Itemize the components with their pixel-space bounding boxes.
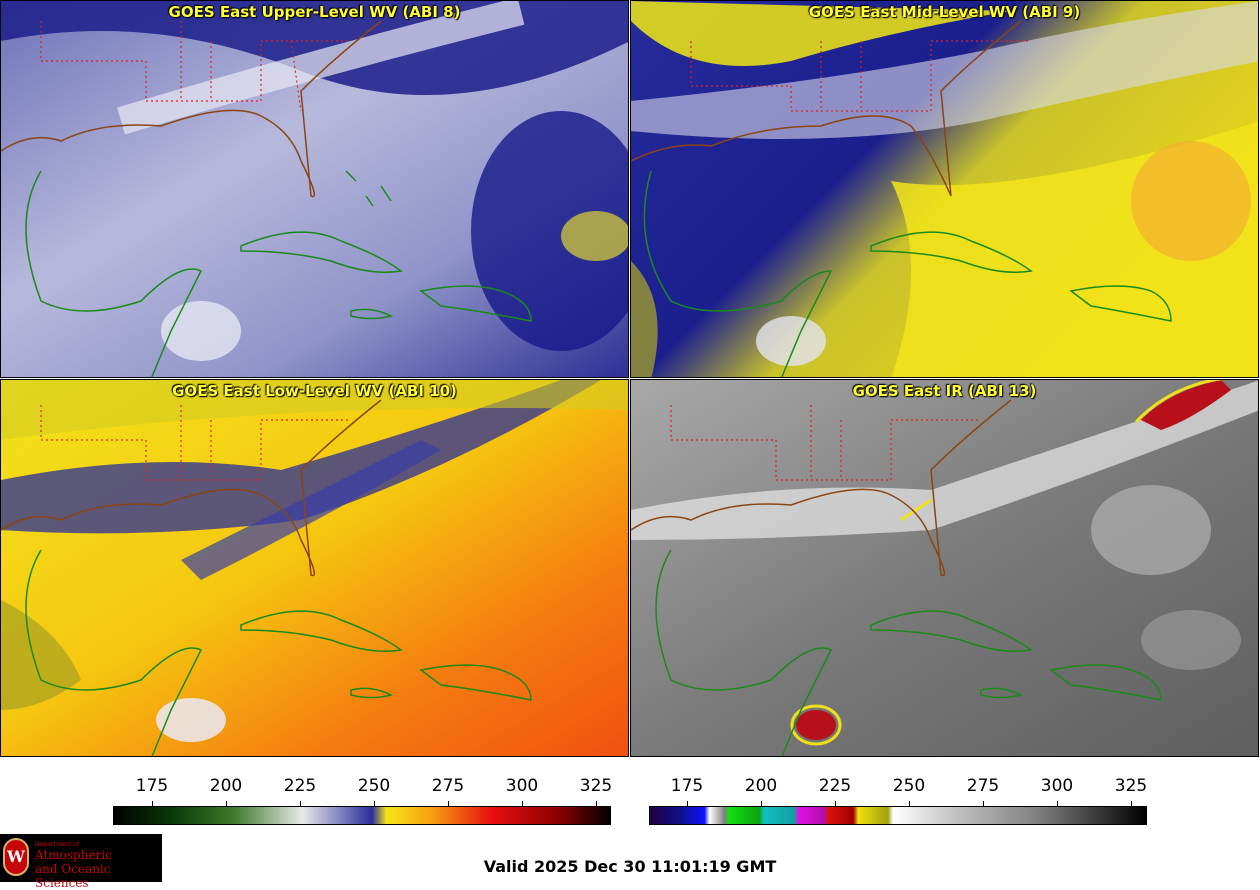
ir-image: [631, 380, 1258, 756]
wv-tick-label: 300: [505, 776, 539, 796]
low-wv-image: [1, 380, 628, 756]
valid-time: Valid 2025 Dec 30 11:01:19 GMT: [483, 857, 777, 876]
panel-title: GOES East Upper-Level WV (ABI 8): [168, 3, 461, 21]
wv-tick-label: 225: [283, 776, 317, 796]
ir-tick-label: 225: [818, 776, 852, 796]
panel-ir: GOES East IR (ABI 13): [630, 379, 1259, 757]
panel-title: GOES East Mid-Level WV (ABI 9): [808, 3, 1081, 21]
ir-tick-label: 200: [744, 776, 778, 796]
uw-seal-icon: W: [3, 838, 29, 876]
ir-colorbar-gradient: [649, 806, 1147, 825]
logo-dept-line: Department of: [35, 841, 79, 848]
ir-tick-label: 275: [966, 776, 1000, 796]
wv-tick-label: 275: [431, 776, 465, 796]
mid-wv-image: [631, 1, 1258, 377]
panel-title: GOES East Low-Level WV (ABI 10): [172, 382, 457, 400]
panel-title: GOES East IR (ABI 13): [852, 382, 1037, 400]
wv-tick-label: 175: [135, 776, 169, 796]
ir-tick-label: 325: [1114, 776, 1148, 796]
upper-wv-image: [1, 1, 628, 377]
wv-colorbar-gradient: [113, 806, 611, 825]
ir-tick-label: 250: [892, 776, 926, 796]
logo-line1: Atmospheric: [35, 848, 112, 862]
wv-tick-label: 325: [579, 776, 613, 796]
panel-mid-wv: GOES East Mid-Level WV (ABI 9): [630, 0, 1259, 378]
wv-tick-label: 200: [209, 776, 243, 796]
ir-tick-label: 300: [1040, 776, 1074, 796]
ir-tick-label: 175: [670, 776, 704, 796]
panel-upper-wv: GOES East Upper-Level WV (ABI 8): [0, 0, 629, 378]
wv-tick-label: 250: [357, 776, 391, 796]
panel-low-wv: GOES East Low-Level WV (ABI 10): [0, 379, 629, 757]
uw-aos-logo: W Department of Atmospheric and Oceanic …: [0, 834, 162, 890]
